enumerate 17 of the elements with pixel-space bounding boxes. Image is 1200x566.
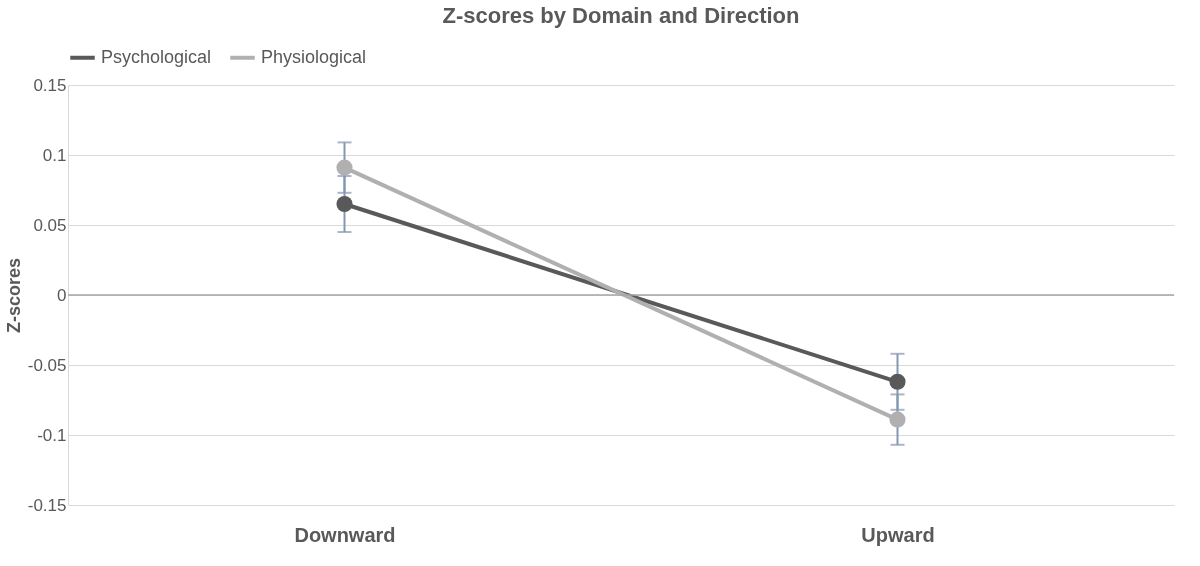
y-tick-label: 0.15 [33,75,67,95]
point [889,373,906,390]
y-tick-label: 0.1 [42,145,67,165]
x-tick-label: Downward [294,523,396,546]
legend-label: Psychological [101,46,212,67]
y-tick-label: 0.05 [33,215,67,235]
point [336,195,353,213]
y-tick-label: 0 [57,285,67,305]
legend-label: Physiological [261,46,367,67]
point [336,159,353,176]
y-tick-label: -0.1 [37,425,67,445]
point [889,411,906,428]
chart-title: Z-scores by Domain and Direction [442,3,800,28]
y-axis-title: Z-scores [3,257,24,334]
y-tick-label: -0.15 [27,495,67,515]
x-tick-label: Upward [861,523,935,546]
y-tick-label: -0.05 [27,355,67,375]
